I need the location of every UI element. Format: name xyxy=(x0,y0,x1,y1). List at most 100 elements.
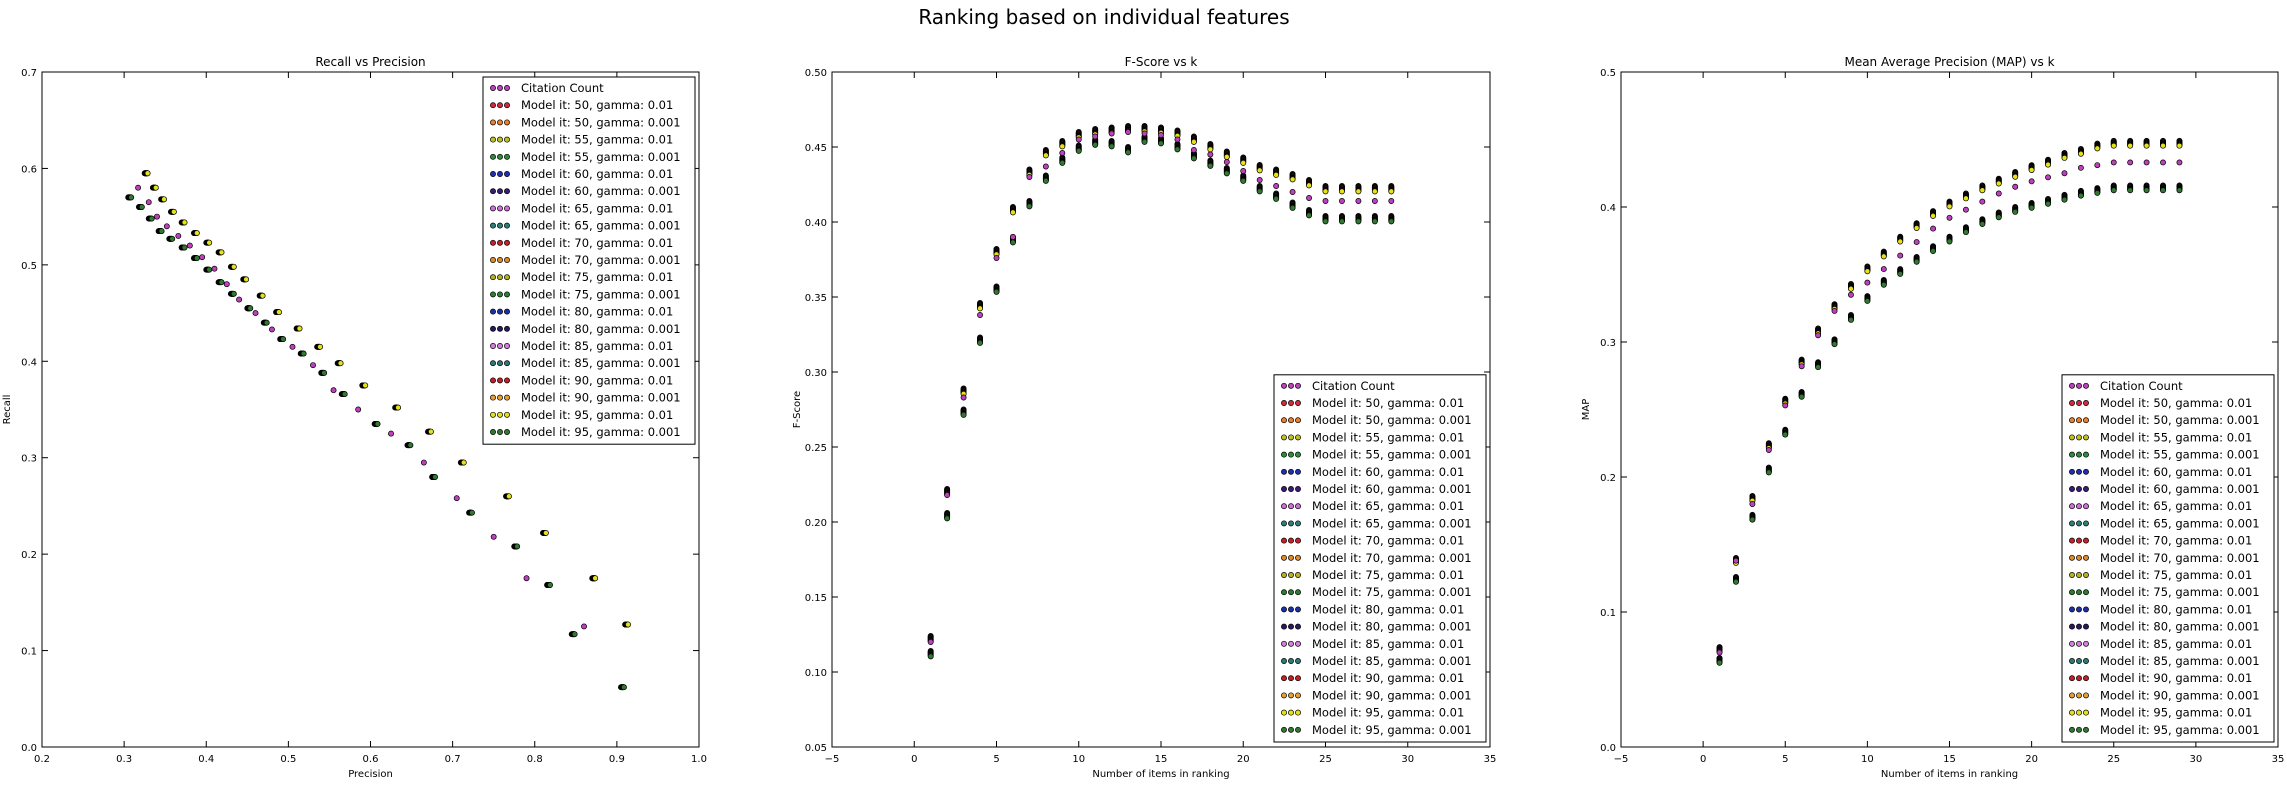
y-tick-label: 0.4 xyxy=(1600,203,1616,214)
legend-marker xyxy=(1281,640,1287,647)
legend-marker xyxy=(490,188,496,195)
legend-label: Model it: 90, gamma: 0.001 xyxy=(2100,688,2260,702)
data-point-citation-count xyxy=(186,242,193,249)
legend-label: Model it: 85, gamma: 0.001 xyxy=(521,356,681,370)
data-point-model-gamma-0.01 xyxy=(460,459,467,466)
legend-label: Model it: 60, gamma: 0.01 xyxy=(2100,465,2252,479)
data-point-model-gamma-0.01 xyxy=(2160,142,2166,149)
data-point-model-gamma-0.01 xyxy=(296,325,303,332)
legend-label: Model it: 70, gamma: 0.001 xyxy=(2100,551,2260,565)
data-point-model-gamma-0.01 xyxy=(276,309,282,316)
legend-label: Model it: 65, gamma: 0.001 xyxy=(2100,516,2260,530)
data-point-model-gamma-0.01 xyxy=(2061,154,2068,161)
data-point-citation-count xyxy=(2143,159,2150,166)
legend-label: Model it: 55, gamma: 0.01 xyxy=(521,133,673,147)
legend-marker xyxy=(1295,658,1301,664)
legend-marker xyxy=(1288,486,1294,492)
legend-marker xyxy=(2076,503,2082,510)
legend-marker xyxy=(504,274,510,281)
legend-marker xyxy=(490,222,496,229)
legend-marker xyxy=(1281,692,1287,699)
legend-marker xyxy=(490,171,496,177)
x-tick-label: −5 xyxy=(825,754,840,765)
x-axis-label: Number of items in ranking xyxy=(1092,769,1229,780)
legend-marker xyxy=(1288,658,1294,664)
data-point-citation-count xyxy=(453,495,460,502)
legend-marker xyxy=(1281,589,1287,596)
data-point-citation-count xyxy=(154,213,160,220)
data-point-citation-count xyxy=(2077,164,2084,171)
data-point-model-gamma-0.001 xyxy=(1223,170,1230,177)
data-point-model-gamma-0.001 xyxy=(1306,212,1313,219)
data-point-model-gamma-0.01 xyxy=(1306,182,1313,189)
data-point-model-gamma-0.001 xyxy=(1141,138,1148,145)
y-tick-label: 0.20 xyxy=(805,518,827,529)
legend-label: Model it: 85, gamma: 0.01 xyxy=(521,339,673,353)
legend-marker xyxy=(504,394,510,401)
chart-panel-3: Mean Average Precision (MAP) vs k −5 0 5 10 1… xyxy=(1581,55,2284,780)
legend-label: Model it: 75, gamma: 0.01 xyxy=(2100,568,2252,582)
data-point-model-gamma-0.001 xyxy=(469,509,475,516)
data-point-citation-count xyxy=(2176,159,2183,166)
data-point-model-gamma-0.01 xyxy=(506,493,512,500)
legend-marker xyxy=(497,136,503,143)
data-point-model-gamma-0.001 xyxy=(1716,659,1723,666)
legend-marker xyxy=(497,222,503,229)
data-point-citation-count xyxy=(330,387,337,394)
data-point-citation-count xyxy=(2061,170,2068,177)
data-point-model-gamma-0.001 xyxy=(1240,177,1247,184)
data-point-model-gamma-0.001 xyxy=(341,391,348,398)
data-point-model-gamma-0.001 xyxy=(977,339,984,346)
data-point-model-gamma-0.001 xyxy=(432,474,439,480)
legend-marker xyxy=(504,102,510,109)
data-point-citation-count xyxy=(2127,159,2134,166)
legend-marker xyxy=(2083,675,2089,682)
x-axis-label: Number of items in ranking xyxy=(1881,769,2018,780)
x-tick-label: 0.5 xyxy=(280,754,296,765)
data-point-model-gamma-0.01 xyxy=(1913,225,1920,232)
data-point-model-gamma-0.001 xyxy=(193,255,200,262)
legend-marker xyxy=(497,308,503,315)
legend-marker xyxy=(2076,486,2082,492)
data-point-citation-count xyxy=(1371,198,1378,204)
y-tick-label: 0.45 xyxy=(805,143,827,154)
data-point-model-gamma-0.01 xyxy=(1897,238,1904,245)
x-tick-label: 0.3 xyxy=(116,754,132,765)
data-point-model-gamma-0.001 xyxy=(1338,218,1345,225)
data-point-model-gamma-0.01 xyxy=(2012,173,2019,180)
legend-marker xyxy=(1288,692,1294,699)
y-tick-label: 0.3 xyxy=(1600,338,1616,349)
data-point-model-gamma-0.01 xyxy=(1946,203,1953,210)
data-point-model-gamma-0.01 xyxy=(1059,143,1066,150)
data-point-citation-count xyxy=(1831,308,1838,314)
legend-marker xyxy=(1295,572,1301,578)
legend-marker xyxy=(497,239,503,246)
legend-marker xyxy=(2076,623,2082,630)
legend-marker xyxy=(504,171,510,177)
legend-marker xyxy=(1295,709,1301,716)
data-point-model-gamma-0.001 xyxy=(230,290,237,297)
data-point-citation-count xyxy=(960,394,967,401)
legend-marker xyxy=(1281,451,1287,458)
data-point-model-gamma-0.001 xyxy=(1815,364,1822,371)
data-point-citation-count xyxy=(927,639,934,645)
y-tick-label: 0.4 xyxy=(21,357,37,368)
data-point-model-gamma-0.001 xyxy=(280,336,287,343)
data-point-citation-count xyxy=(1207,151,1214,158)
data-point-model-gamma-0.01 xyxy=(1223,153,1230,160)
legend-marker xyxy=(504,308,510,315)
legend-label: Model it: 85, gamma: 0.001 xyxy=(2100,654,2260,668)
x-tick-label: 0 xyxy=(911,754,917,765)
legend-marker xyxy=(2076,520,2082,527)
legend-marker xyxy=(1281,382,1287,389)
data-point-model-gamma-0.01 xyxy=(1371,188,1378,195)
data-point-citation-count xyxy=(1765,447,1772,453)
data-point-model-gamma-0.01 xyxy=(1847,285,1854,292)
legend-marker xyxy=(1281,400,1287,406)
data-point-citation-count xyxy=(1815,332,1822,339)
legend-marker xyxy=(2083,520,2089,527)
legend-label: Model it: 50, gamma: 0.001 xyxy=(2100,413,2260,427)
data-point-model-gamma-0.01 xyxy=(259,292,266,299)
legend-marker xyxy=(1288,417,1294,424)
legend-marker xyxy=(2083,417,2089,424)
